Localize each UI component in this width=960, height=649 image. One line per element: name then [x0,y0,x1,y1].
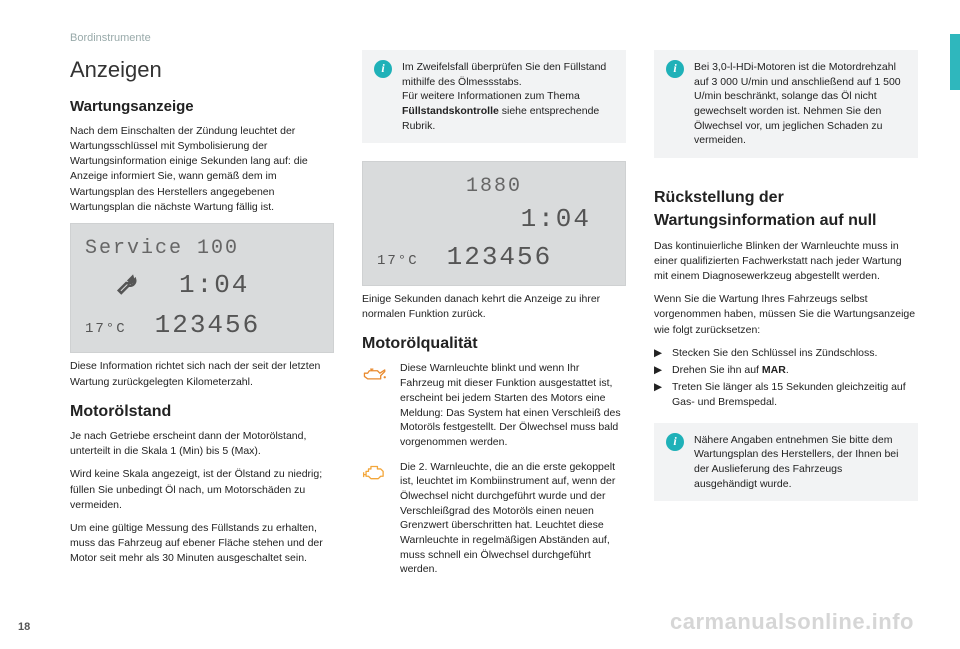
info-box: i Bei 3,0-l-HDi-Motoren ist die Motordre… [654,50,918,158]
t: Drehen Sie ihn auf [672,364,762,376]
info-text: Nähere Angaben entnehmen Sie bitte dem W… [694,433,906,492]
para: Diese Information richtet sich nach der … [70,359,334,389]
breadcrumb: Bordinstrumente [70,32,918,44]
list-item: ▶ Treten Sie länger als 15 Sekunden glei… [654,380,918,410]
display-clock: 1:04 [179,267,249,305]
info-icon: i [666,433,684,492]
heading-rueckstellung: Rückstellung der Wartungsinformation auf… [654,186,918,232]
oil-can-icon [362,361,390,449]
para: Einige Sekunden danach kehrt die Anzeige… [362,292,626,322]
wrench-icon [115,268,145,304]
warning-row-2: Die 2. Warnleuchte, die an die erste gek… [362,460,626,578]
columns: Anzeigen Wartungsanzeige Nach dem Einsch… [70,50,918,587]
info-box: i Im Zweifelsfall überprüfen Sie den Fül… [362,50,626,143]
info-text: Bei 3,0-l-HDi-Motoren ist die Motordrehz… [694,60,906,148]
step-text: Drehen Sie ihn auf MAR. [672,363,789,378]
step-text: Stecken Sie den Schlüssel ins Zündschlos… [672,346,877,361]
info-line: Für weitere Informationen zum Thema [402,90,580,102]
step-text: Treten Sie länger als 15 Sekunden gleich… [672,380,918,410]
instrument-display-2: 1880 1:04 17°C 123456 [362,161,626,285]
display-odometer: 123456 [155,307,261,345]
para: Wenn Sie die Wartung Ihres Fahrzeugs sel… [654,292,918,338]
info-bold: Füllstandskontrolle [402,105,499,117]
para: Je nach Getriebe erscheint dann der Moto… [70,429,334,459]
para: Nach dem Einschalten der Zündung leuchte… [70,124,334,215]
list-item: ▶ Drehen Sie ihn auf MAR. [654,363,918,378]
section-tab [950,34,960,90]
column-1: Anzeigen Wartungsanzeige Nach dem Einsch… [70,50,334,587]
display-clock: 1:04 [521,204,591,234]
display-line-km: 1880 [377,172,611,201]
display-temp: 17°C [85,319,127,339]
list-item: ▶ Stecken Sie den Schlüssel ins Zündschl… [654,346,918,361]
info-text: Im Zweifelsfall überprüfen Sie den Fülls… [402,60,614,133]
t-bold: MAR [762,364,786,376]
para: Wird keine Skala angezeigt, ist der Ölst… [70,467,334,513]
display-odometer: 123456 [447,239,553,277]
info-icon: i [374,60,392,133]
info-box: i Nähere Angaben entnehmen Sie bitte dem… [654,423,918,502]
step-list: ▶ Stecken Sie den Schlüssel ins Zündschl… [654,346,918,411]
engine-icon [362,460,390,578]
list-marker: ▶ [654,346,666,361]
list-marker: ▶ [654,363,666,378]
list-marker: ▶ [654,380,666,410]
display-line-service: Service 100 [85,234,319,263]
info-icon: i [666,60,684,148]
column-2: i Im Zweifelsfall überprüfen Sie den Fül… [362,50,626,587]
info-line: Im Zweifelsfall überprüfen Sie den Fülls… [402,61,606,88]
instrument-display-1: Service 100 1:04 17°C 123456 [70,223,334,353]
heading-anzeigen: Anzeigen [70,54,334,86]
column-3: i Bei 3,0-l-HDi-Motoren ist die Motordre… [654,50,918,587]
warning-text: Diese Warnleuchte blinkt und wenn Ihr Fa… [400,361,626,449]
heading-motoroelstand: Motorölstand [70,400,334,423]
warning-text: Die 2. Warnleuchte, die an die erste gek… [400,460,626,578]
page: Bordinstrumente Anzeigen Wartungsanzeige… [0,0,960,649]
heading-motoroelqualitaet: Motorölqualität [362,332,626,355]
display-temp: 17°C [377,251,419,271]
warning-row-1: Diese Warnleuchte blinkt und wenn Ihr Fa… [362,361,626,449]
heading-wartungsanzeige: Wartungsanzeige [70,96,334,118]
para: Um eine gültige Messung des Füllstands z… [70,521,334,567]
page-number: 18 [18,621,30,633]
watermark: carmanualsonline.info [670,609,914,635]
para: Das kontinuierliche Blinken der Warnleuc… [654,239,918,285]
t: . [786,364,789,376]
